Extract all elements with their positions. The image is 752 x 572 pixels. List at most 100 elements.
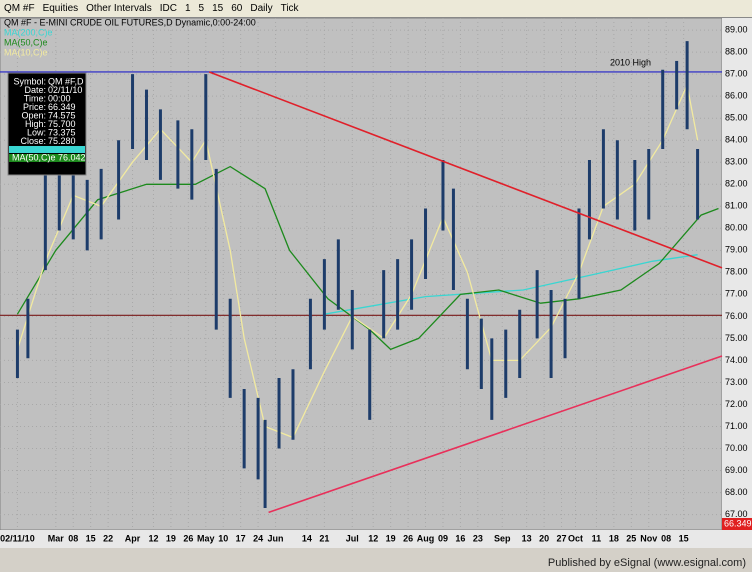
y-tick-label: 75.00 [725, 333, 748, 343]
x-tick-label: Nov [640, 533, 657, 543]
x-tick-label: 02/11/10 [0, 533, 35, 543]
y-tick-label: 86.00 [725, 91, 748, 101]
data-value: QM #F,D [48, 76, 84, 86]
toolbar: QM #F Equities Other Intervals IDC 1 5 15 60 Da… [0, 0, 752, 18]
toolbar-item[interactable]: Other Intervals [86, 3, 152, 14]
y-tick-label: 69.00 [725, 465, 748, 475]
y-tick-label: 77.00 [725, 289, 748, 299]
ma-row [9, 146, 85, 153]
x-tick-label: Jun [268, 533, 284, 543]
plot-area [0, 18, 723, 531]
chart-title: QM #F - E-MINI CRUDE OIL FUTURES,D Dynam… [4, 18, 256, 27]
y-tick-label: 68.00 [725, 487, 748, 497]
x-tick-label: 17 [236, 533, 246, 543]
data-label: MA(50,C)e [12, 152, 56, 162]
symbol[interactable]: QM #F [4, 3, 35, 14]
y-tick-label: 72.00 [725, 399, 748, 409]
data-label: High: [25, 119, 46, 129]
y-tick-label: 82.00 [725, 179, 748, 189]
x-tick-label: 23 [473, 533, 483, 543]
x-tick-label: Mar [48, 533, 65, 543]
trend-line [209, 71, 723, 269]
data-value: 02/11/10 [48, 85, 82, 95]
x-tick-label: Apr [125, 533, 141, 543]
toolbar-item[interactable]: 60 [231, 3, 243, 14]
y-tick-label: 87.00 [725, 69, 748, 79]
data-label: Time: [24, 93, 46, 103]
x-tick-label: 14 [302, 533, 312, 543]
data-value: 74.575 [48, 110, 76, 120]
x-tick-label: 19 [386, 533, 396, 543]
legend-entry: MA(50,C)e [4, 37, 48, 47]
data-label: Open: [21, 110, 46, 120]
data-label: Date: [24, 85, 46, 95]
legend-entry: MA(200,C)e [4, 27, 53, 37]
y-tick-label: 89.00 [725, 24, 748, 34]
toolbar-item[interactable]: 15 [212, 3, 224, 14]
data-value: 76.042 [58, 152, 86, 162]
legend-entry: MA(10,C)e [4, 47, 48, 57]
y-tick-label: 78.00 [725, 267, 748, 277]
data-label: Close: [20, 136, 46, 146]
x-tick-label: 24 [253, 533, 263, 543]
toolbar-item[interactable]: Daily [250, 3, 273, 14]
price-flag-label: 66.349 [724, 518, 752, 528]
y-tick-label: 84.00 [725, 135, 748, 145]
data-label: Price: [23, 102, 46, 112]
toolbar-item[interactable]: Tick [280, 3, 299, 14]
x-tick-label: Sep [494, 533, 511, 543]
trend-line [268, 355, 723, 514]
y-tick-label: 71.00 [725, 421, 748, 431]
price-flag [722, 518, 752, 530]
y-tick-label: 73.00 [725, 377, 748, 387]
toolbar-item[interactable]: 5 [198, 3, 205, 14]
ma-row [9, 154, 85, 162]
y-tick-label: 81.00 [725, 201, 748, 211]
toolbar-item[interactable]: IDC [159, 3, 177, 14]
y-tick-label: 74.00 [725, 355, 748, 365]
data-value: 66.349 [48, 102, 76, 112]
x-tick-label: 09 [438, 533, 448, 543]
toolbar-item[interactable]: Equities [42, 3, 79, 14]
y-tick-label: 80.00 [725, 223, 748, 233]
y-tick-label: 83.00 [725, 157, 748, 167]
x-tick-label: 21 [319, 533, 329, 543]
x-tick-label: 25 [626, 533, 636, 543]
x-tick-label: 12 [148, 533, 158, 543]
x-tick-label: 11 [592, 533, 602, 543]
x-tick-label: 22 [103, 533, 113, 543]
x-tick-label: 20 [539, 533, 549, 543]
price-axis [722, 18, 752, 530]
y-tick-label: 88.00 [725, 47, 748, 57]
x-tick-label: 18 [609, 533, 619, 543]
data-value: 75.700 [48, 119, 76, 129]
data-value: 73.375 [48, 127, 76, 137]
toolbar-item[interactable]: 1 [184, 3, 191, 14]
x-tick-label: Oct [568, 533, 583, 543]
x-tick-label: 10 [218, 533, 228, 543]
x-tick-label: 16 [455, 533, 465, 543]
data-label: Low: [27, 127, 46, 137]
x-tick-label: 13 [522, 533, 532, 543]
x-tick-label: Aug [417, 533, 435, 543]
data-label: Symbol: [13, 76, 46, 86]
y-tick-label: 76.00 [725, 311, 748, 321]
y-tick-label: 79.00 [725, 245, 748, 255]
time-axis [0, 530, 752, 548]
x-tick-label: Jul [346, 533, 359, 543]
x-tick-label: May [197, 533, 215, 543]
x-tick-label: 12 [368, 533, 378, 543]
chart: 67.00 68.00 69.00 70.00 71.00 72.00 73.00 74.00… [0, 18, 752, 548]
x-tick-label: 27 [557, 533, 567, 543]
x-tick-label: 08 [68, 533, 78, 543]
y-tick-label: 85.00 [725, 113, 748, 123]
x-tick-label: 26 [183, 533, 193, 543]
moving-average [16, 165, 719, 351]
data-value: 75.280 [48, 136, 76, 146]
y-tick-label: 70.00 [725, 443, 748, 453]
x-tick-label: 26 [403, 533, 413, 543]
x-tick-label: 19 [166, 533, 176, 543]
x-tick-label: 15 [86, 533, 96, 543]
